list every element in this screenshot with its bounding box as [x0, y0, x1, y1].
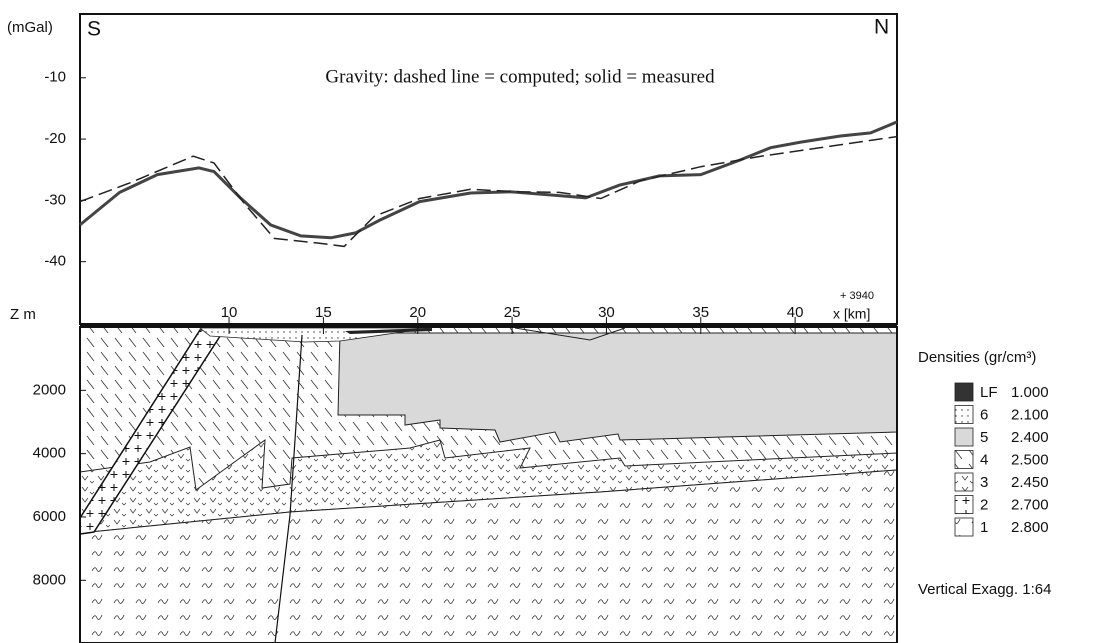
x-tick-label: 40: [787, 304, 804, 321]
annotation: Gravity: dashed line = computed; solid =…: [325, 66, 715, 87]
legend-swatch: [954, 427, 974, 447]
depth-tick-label: 8000: [33, 571, 66, 588]
gravity-line: [79, 135, 898, 248]
legend-unit: 1: [980, 519, 988, 536]
surface-basin: [514, 327, 626, 341]
unit-2-pattern: [80, 330, 224, 534]
note: Vertical Exagg. 1:64: [918, 581, 1051, 598]
legend-swatch: [954, 382, 974, 402]
legend-unit: 2: [980, 496, 988, 513]
section-frame: [79, 326, 898, 643]
x-tick-label: 20: [409, 304, 426, 321]
y-tick-label: -20: [44, 130, 66, 147]
legend-unit: 5: [980, 429, 988, 446]
x-tick-label: 15: [315, 304, 332, 321]
depth-label: Z m: [10, 306, 36, 323]
y-tick-label: -40: [44, 253, 66, 270]
x-tick-label: 30: [598, 304, 615, 321]
legend-density: 2.700: [1011, 496, 1049, 513]
legend-swatch: [954, 495, 974, 514]
legend-unit: 4: [980, 451, 988, 468]
gravity-line: [79, 120, 898, 240]
x-offset-label: + 3940: [840, 290, 874, 302]
cross-section: [79, 323, 898, 643]
legend-unit: 3: [980, 474, 988, 491]
legend-density: 2.800: [1011, 519, 1049, 536]
legend-swatch: [954, 450, 974, 469]
x-tick-label: 35: [692, 304, 709, 321]
depth-tick-label: 2000: [33, 381, 66, 398]
y-tick-label: -10: [44, 69, 66, 86]
depth-tick-label: 4000: [33, 445, 66, 462]
legend-title: Densities (gr/cm³): [918, 349, 1036, 366]
x-tick-label: 25: [504, 304, 521, 321]
legend-density: 2.400: [1011, 429, 1049, 446]
unit-1-pattern: [80, 470, 897, 643]
legend-unit: 6: [980, 406, 988, 423]
legend-density: 2.500: [1011, 451, 1049, 468]
legend-swatch: [954, 405, 974, 424]
south-label: S: [87, 18, 101, 41]
x-tick-label: 10: [221, 304, 238, 321]
y-axis-label: (mGal): [7, 19, 53, 36]
fault: [274, 334, 303, 643]
legend-unit: LF: [980, 384, 998, 401]
unit-5: [337, 332, 898, 443]
unit-lf: [345, 328, 432, 334]
north-label: N: [874, 16, 889, 39]
y-tick-label: -30: [44, 191, 66, 208]
legend-swatch: [954, 517, 974, 537]
unit-3-pattern: [80, 440, 897, 533]
legend-swatch: [954, 472, 974, 492]
legend-density: 1.000: [1011, 384, 1049, 401]
legend-density: 2.100: [1011, 406, 1049, 423]
legend-density: 2.450: [1011, 474, 1049, 491]
x-axis-label: x [km]: [833, 306, 870, 322]
depth-tick-label: 6000: [33, 508, 66, 525]
